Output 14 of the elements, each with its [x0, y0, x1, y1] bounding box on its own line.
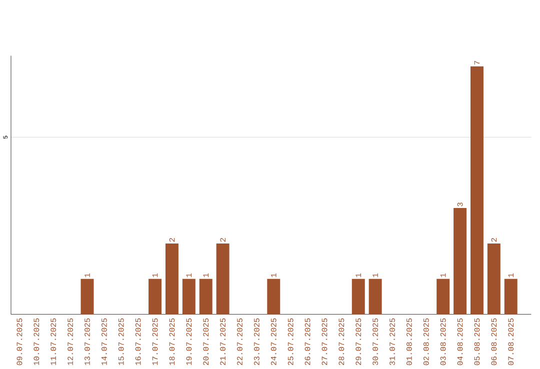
bar: [148, 278, 162, 314]
bar: [436, 278, 450, 314]
bar: [454, 208, 467, 314]
bar: [267, 278, 280, 314]
bar: [487, 244, 500, 314]
bar: [199, 278, 212, 314]
bar: [216, 244, 230, 314]
bar: [182, 278, 196, 314]
bar: [504, 278, 518, 314]
bar: [470, 66, 484, 314]
bar: [80, 278, 94, 314]
bar: [352, 278, 365, 314]
bar: [368, 278, 382, 314]
bar: [165, 244, 178, 314]
